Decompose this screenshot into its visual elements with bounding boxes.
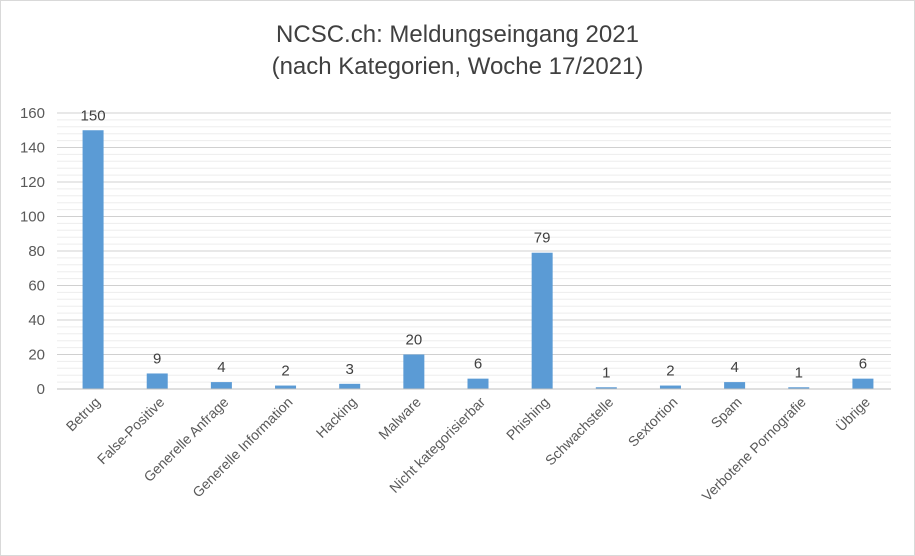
bar <box>595 387 617 389</box>
x-tick-label: Phishing <box>503 394 552 443</box>
bar <box>852 378 874 389</box>
bar <box>210 382 232 389</box>
x-tick-label: Spam <box>708 394 745 431</box>
data-label: 1 <box>795 364 803 381</box>
bar <box>531 252 553 389</box>
x-tick-label: Betrug <box>63 394 103 434</box>
bar <box>724 382 746 389</box>
bar <box>467 378 489 389</box>
data-label: 6 <box>859 356 867 373</box>
y-tick-label: 100 <box>20 209 45 226</box>
x-tick-label: Übrige <box>832 393 873 434</box>
y-tick-label: 40 <box>28 312 45 329</box>
chart-title-block: NCSC.ch: Meldungseingang 2021 (nach Kate… <box>1 19 914 83</box>
data-label: 3 <box>346 361 354 378</box>
bar <box>275 385 297 389</box>
bar <box>146 373 168 389</box>
chart-title: NCSC.ch: Meldungseingang 2021 <box>276 21 639 48</box>
data-label: 4 <box>730 359 738 376</box>
x-tick-label: Malware <box>375 394 424 443</box>
data-label: 79 <box>534 230 551 247</box>
x-tick-label: Hacking <box>313 394 360 441</box>
bar <box>659 385 681 389</box>
data-label: 9 <box>153 350 161 367</box>
bar <box>82 130 104 389</box>
chart-subtitle: (nach Kategorien, Woche 17/2021) <box>271 53 644 80</box>
x-tick-label: Verbotene Pornografie <box>699 394 810 505</box>
x-tick-label: Sextortion <box>625 394 681 450</box>
data-label: 1 <box>602 364 610 381</box>
data-label: 4 <box>217 359 225 376</box>
y-tick-label: 80 <box>28 243 45 260</box>
data-label: 6 <box>474 356 482 373</box>
y-tick-label: 0 <box>37 381 45 398</box>
y-tick-label: 20 <box>28 347 45 364</box>
y-tick-label: 160 <box>20 105 45 122</box>
y-tick-label: 140 <box>20 140 45 157</box>
data-label: 2 <box>281 363 289 380</box>
bar <box>403 354 425 389</box>
data-label: 20 <box>406 332 423 349</box>
y-tick-label: 120 <box>20 174 45 191</box>
y-tick-label: 60 <box>28 278 45 295</box>
bar <box>788 387 810 389</box>
data-label: 2 <box>666 363 674 380</box>
bar <box>339 383 361 389</box>
data-label: 150 <box>81 107 106 124</box>
x-tick-label: Schwachstelle <box>542 394 617 469</box>
